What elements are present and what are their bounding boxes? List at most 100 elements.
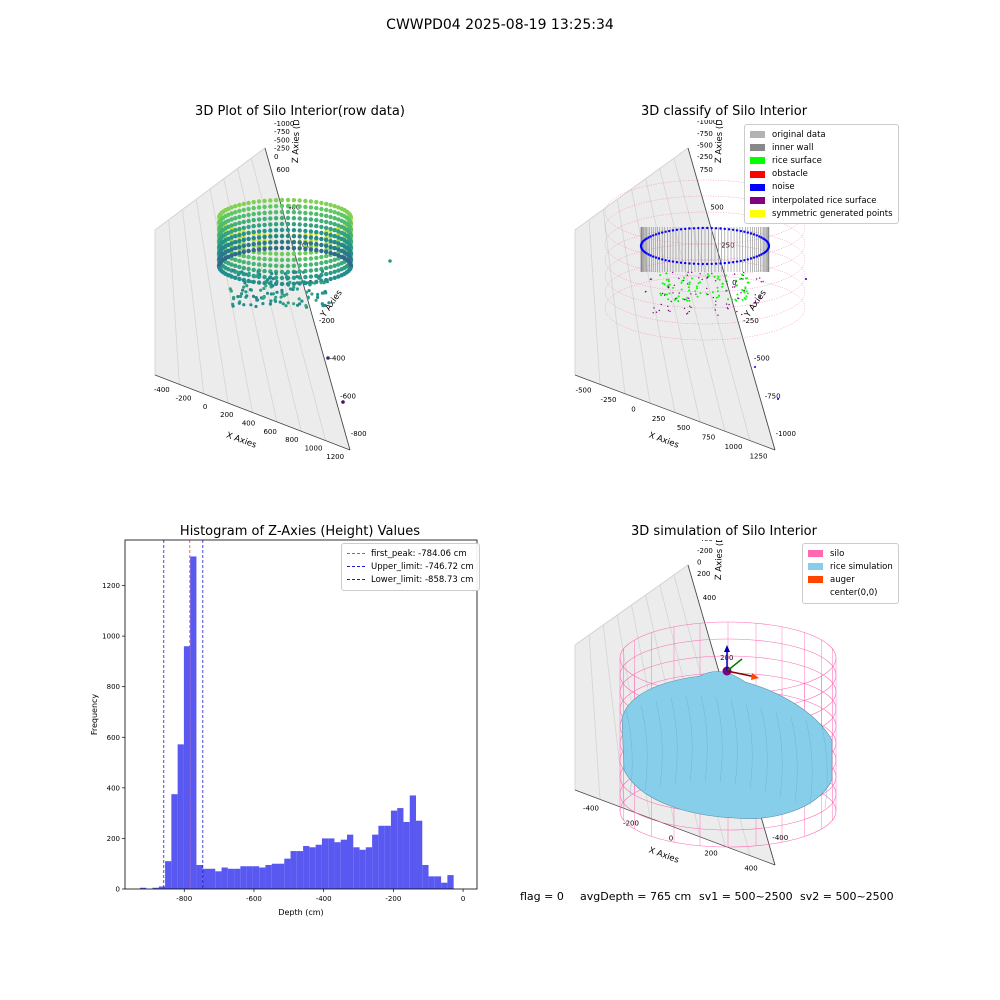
raw-point — [275, 290, 279, 294]
raw-point — [332, 210, 337, 215]
auger-marker — [751, 673, 759, 680]
histogram-bar — [296, 851, 304, 889]
noise-point — [767, 243, 770, 246]
raw-point — [251, 255, 256, 261]
raw-point — [324, 265, 329, 271]
noise-point — [706, 226, 709, 230]
raw-outlier — [341, 400, 345, 404]
raw-point — [233, 275, 238, 280]
x-tick-label: -800 — [176, 895, 192, 903]
raw-point — [314, 235, 319, 241]
legend-label: center(0,0) — [830, 588, 878, 599]
z-axis-label: Z Axies (Depth) — [714, 120, 726, 163]
raw-point — [241, 249, 246, 255]
raw-point — [303, 198, 308, 204]
raw-point — [229, 256, 234, 261]
raw-point — [241, 265, 246, 271]
interp-point — [678, 277, 680, 280]
raw-point — [233, 246, 238, 251]
raw-point — [273, 204, 279, 209]
raw-point — [336, 274, 341, 279]
raw-point — [308, 256, 314, 261]
raw-point — [323, 303, 327, 307]
raw-point — [297, 234, 302, 239]
raw-point — [279, 295, 283, 299]
noise-point — [743, 259, 746, 262]
x-tick-label: 400 — [744, 865, 757, 873]
z-tick-label: -1000 — [274, 120, 294, 128]
rice-mesh-line — [730, 699, 738, 785]
rice-surface-point — [713, 276, 716, 278]
x-tick-label: -600 — [246, 895, 262, 903]
interp-point — [690, 306, 692, 309]
raw-point — [268, 234, 273, 239]
raw-point — [279, 209, 285, 215]
raw-point — [308, 262, 314, 267]
z-tick-label: -250 — [697, 153, 713, 161]
raw-point — [279, 239, 285, 245]
raw-point — [231, 304, 235, 308]
raw-point — [332, 269, 337, 274]
x-tick-label: 1000 — [305, 445, 323, 453]
x-tick-label: -400 — [154, 386, 170, 394]
noise-point — [731, 228, 735, 231]
interp-point — [728, 303, 730, 306]
interp-point — [672, 271, 674, 274]
rice-surface-point — [668, 292, 671, 295]
raw-point — [240, 270, 244, 274]
noise-point — [710, 262, 713, 266]
raw-point — [328, 202, 333, 208]
rice-surface-point — [665, 272, 668, 275]
z-tick-label: -200 — [697, 547, 713, 555]
legend-item: noise — [750, 181, 893, 194]
histogram-bar — [246, 866, 253, 889]
z-axis-label: Z Axies (Depth) — [714, 540, 726, 580]
raw-point — [269, 280, 273, 284]
raw-point — [247, 271, 251, 275]
raw-point — [348, 262, 353, 267]
noise-point — [664, 230, 667, 233]
noise-point — [760, 253, 763, 256]
raw-point — [271, 292, 275, 296]
histogram-bar — [215, 871, 222, 889]
histogram-bar — [165, 861, 172, 889]
raw-point — [291, 263, 297, 268]
interp-point — [711, 272, 713, 275]
legend-swatch — [750, 170, 765, 178]
raw-point — [262, 262, 267, 268]
interp-point — [760, 281, 763, 283]
raw-point — [233, 228, 238, 233]
raw-point — [324, 237, 329, 243]
raw-point — [268, 257, 273, 262]
raw-point — [291, 281, 297, 286]
rice-surface-point — [727, 298, 730, 301]
raw-point — [233, 263, 238, 268]
x-tick-label: 200 — [704, 850, 717, 858]
raw-point — [319, 224, 324, 230]
raw-point — [320, 269, 325, 273]
raw-point — [288, 280, 292, 284]
z-arrow-head — [724, 645, 730, 652]
raw-point — [274, 299, 278, 303]
raw-point — [279, 197, 285, 203]
raw-point — [308, 223, 314, 228]
raw-point — [273, 216, 279, 221]
noise-point — [679, 228, 683, 231]
interp-point — [678, 292, 680, 294]
histogram-bar — [208, 868, 216, 889]
raw-point — [237, 232, 242, 238]
raw-point — [237, 220, 242, 226]
raw-point — [279, 269, 285, 275]
x-tick-label: 800 — [285, 436, 298, 444]
interp-point — [670, 300, 672, 303]
histogram-bar — [384, 825, 391, 889]
raw-point — [229, 289, 233, 293]
noise-point — [697, 226, 700, 230]
rice-mesh-line — [745, 703, 753, 789]
raw-point — [241, 259, 246, 265]
z-tick-label: 0 — [274, 153, 278, 161]
raw-point — [273, 198, 279, 203]
raw-point — [262, 274, 267, 280]
histogram-bar — [372, 834, 379, 889]
rice-surface-point — [734, 298, 737, 301]
